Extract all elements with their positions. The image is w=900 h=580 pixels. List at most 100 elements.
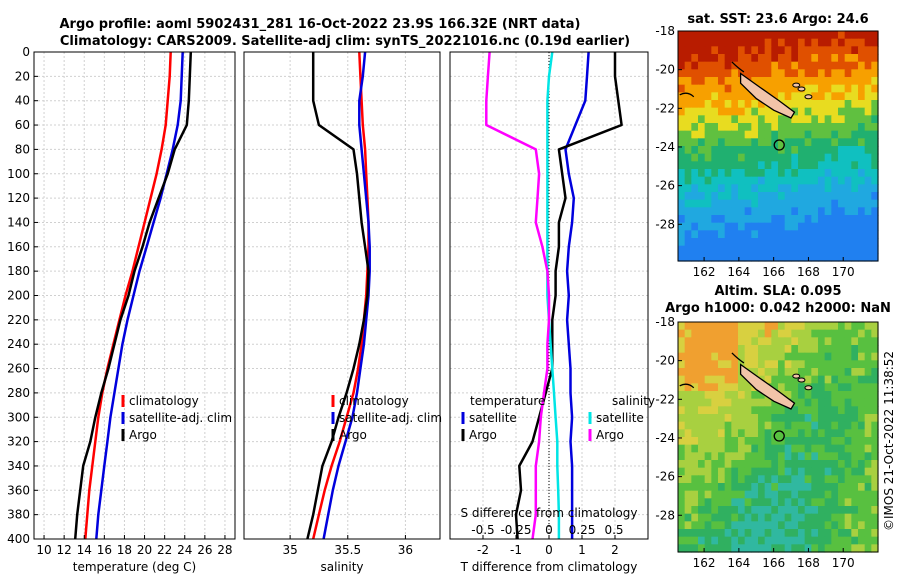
map-cell bbox=[778, 169, 786, 178]
map-cell bbox=[871, 536, 879, 545]
map-cell bbox=[704, 92, 712, 101]
map-cell bbox=[831, 444, 839, 453]
map-cell bbox=[798, 207, 806, 216]
map-cell bbox=[738, 169, 746, 178]
map-cell bbox=[831, 245, 839, 254]
map-cell bbox=[791, 375, 799, 384]
map-cell bbox=[778, 38, 786, 47]
map-cell bbox=[711, 61, 719, 70]
map-cell bbox=[751, 352, 759, 361]
map-cell bbox=[698, 230, 706, 239]
map-cell bbox=[744, 46, 752, 55]
map-cell bbox=[718, 92, 726, 101]
map-cell bbox=[758, 398, 766, 407]
map-cell bbox=[851, 207, 859, 216]
map-cell bbox=[698, 368, 706, 377]
map-cell bbox=[791, 322, 799, 331]
map-cell bbox=[744, 245, 752, 254]
map-cell bbox=[758, 253, 766, 262]
map-cell bbox=[698, 69, 706, 78]
map-cell bbox=[691, 337, 699, 346]
map-cell bbox=[838, 398, 846, 407]
map-cell bbox=[711, 38, 719, 47]
map-cell bbox=[724, 199, 732, 208]
map-cell bbox=[698, 460, 706, 469]
map-cell bbox=[818, 406, 826, 415]
map-cell bbox=[811, 506, 819, 515]
map-cell bbox=[831, 483, 839, 492]
map-cell bbox=[798, 383, 806, 392]
map-cell bbox=[838, 238, 846, 247]
map-cell bbox=[764, 360, 772, 369]
map-cell bbox=[771, 146, 779, 155]
map-cell bbox=[704, 199, 712, 208]
map-cell bbox=[771, 490, 779, 499]
map-cell bbox=[691, 444, 699, 453]
map-cell bbox=[818, 444, 826, 453]
map-cell bbox=[824, 38, 832, 47]
map-cell bbox=[831, 54, 839, 63]
map-cell bbox=[678, 138, 686, 147]
map-cell bbox=[738, 452, 746, 461]
map-cell bbox=[851, 176, 859, 185]
map-cell bbox=[691, 184, 699, 193]
map-cell bbox=[704, 544, 712, 553]
map-cell bbox=[684, 406, 692, 415]
map-cell bbox=[711, 398, 719, 407]
map-cell bbox=[871, 153, 879, 162]
map-cell bbox=[758, 169, 766, 178]
map-cell bbox=[811, 544, 819, 553]
map-cell bbox=[751, 544, 759, 553]
map-cell bbox=[831, 536, 839, 545]
map-cell bbox=[811, 130, 819, 139]
map-cell bbox=[838, 46, 846, 55]
map-cell bbox=[738, 513, 746, 522]
map-cell bbox=[691, 452, 699, 461]
x-tick-label: 2 bbox=[611, 543, 619, 557]
map-cell bbox=[778, 536, 786, 545]
map-cell bbox=[751, 69, 759, 78]
map-cell bbox=[844, 84, 852, 93]
map-cell bbox=[791, 130, 799, 139]
map-cell bbox=[738, 161, 746, 170]
map-cell bbox=[871, 368, 879, 377]
map-cell bbox=[744, 460, 752, 469]
map-cell bbox=[784, 115, 792, 124]
map-frame bbox=[677, 30, 879, 262]
map-cell bbox=[771, 452, 779, 461]
map-cell bbox=[811, 490, 819, 499]
island-outline bbox=[739, 363, 796, 410]
map-cell bbox=[691, 92, 699, 101]
map-cell bbox=[711, 444, 719, 453]
map-cell bbox=[684, 69, 692, 78]
map-cell bbox=[718, 169, 726, 178]
map-cell bbox=[764, 46, 772, 55]
map-x-tick-label: 170 bbox=[832, 265, 855, 279]
map-cell bbox=[691, 54, 699, 63]
map-cell bbox=[851, 536, 859, 545]
map-cell bbox=[678, 222, 686, 231]
map-cell bbox=[784, 337, 792, 346]
map-cell bbox=[871, 414, 879, 423]
map-cell bbox=[858, 123, 866, 132]
map-cell bbox=[678, 192, 686, 201]
map-cell bbox=[771, 38, 779, 47]
map-cell bbox=[871, 230, 879, 239]
map-cell bbox=[784, 483, 792, 492]
series-line-climatology bbox=[84, 51, 172, 540]
map-cell bbox=[844, 245, 852, 254]
map-cell bbox=[718, 230, 726, 239]
map-cell bbox=[791, 199, 799, 208]
map-cell bbox=[678, 437, 686, 446]
map-cell bbox=[858, 506, 866, 515]
map-cell bbox=[691, 115, 699, 124]
map-y-tick-label: -24 bbox=[655, 431, 675, 445]
map-cell bbox=[844, 483, 852, 492]
map-cell bbox=[718, 77, 726, 86]
map-cell bbox=[804, 460, 812, 469]
map-cell bbox=[791, 253, 799, 262]
map-cell bbox=[738, 467, 746, 476]
map-cell bbox=[751, 31, 759, 40]
map-cell bbox=[791, 345, 799, 354]
map-cell bbox=[804, 138, 812, 147]
